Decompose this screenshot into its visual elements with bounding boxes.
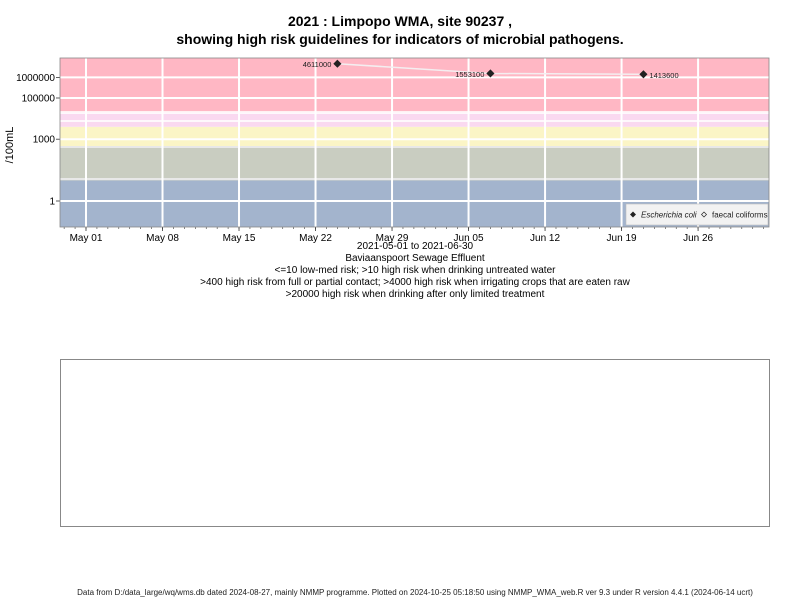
plot-border — [59, 57, 770, 228]
x-tick-label: May 15 — [223, 233, 256, 244]
band-separator — [60, 120, 769, 122]
guideline-note-3: >20000 high risk when drinking after onl… — [285, 289, 545, 300]
guideline-note-2: >400 high risk from full or partial cont… — [200, 277, 630, 288]
footer-note: Data from D:/data_large/wq/wms.db dated … — [77, 588, 753, 597]
risk-band-3 — [60, 112, 769, 127]
data-point — [333, 59, 342, 68]
band-separator — [60, 111, 769, 114]
x-tick-label: May 22 — [299, 233, 332, 244]
x-tick-label: Jun 19 — [607, 233, 637, 244]
x-tick-label: Jun 05 — [454, 233, 484, 244]
chart-title: 2021 : Limpopo WMA, site 90237 , — [287, 13, 513, 29]
legend-label: faecal coliforms — [712, 211, 768, 220]
risk-band-1 — [60, 147, 769, 181]
data-point — [486, 69, 495, 78]
y-tick-label: 1 — [49, 197, 55, 208]
site-name-text: Baviaanspoort Sewage Effluent — [345, 253, 485, 264]
band-separator — [60, 146, 769, 148]
x-tick-label: Jun 26 — [683, 233, 713, 244]
data-label: 1413600 — [649, 71, 678, 80]
x-tick-label: May 08 — [146, 233, 179, 244]
legend-marker — [630, 211, 636, 218]
band-separator — [60, 178, 769, 180]
y-axis-label: /100mL — [4, 127, 16, 164]
y-tick-label: 1000000 — [16, 73, 55, 84]
chart-subtitle: showing high risk guidelines for indicat… — [176, 31, 624, 47]
x-tick-label: May 01 — [70, 233, 103, 244]
data-label: 1553100 — [455, 70, 484, 79]
risk-band-4 — [60, 58, 769, 113]
empty-plot-panel — [60, 359, 770, 527]
legend-label: Escherichia coli — [641, 211, 697, 220]
y-tick-label: 1000 — [33, 135, 56, 146]
legend-box — [625, 203, 769, 226]
date-range-text: 2021-05-01 to 2021-06-30 — [356, 241, 474, 252]
x-tick-label: May 29 — [376, 233, 409, 244]
data-label: 4611000 — [303, 60, 332, 69]
guideline-note-1: <=10 low-med risk; >10 high risk when dr… — [274, 265, 556, 276]
data-point — [639, 70, 648, 79]
x-tick-label: Jun 12 — [530, 233, 560, 244]
y-tick-label: 100000 — [22, 94, 56, 105]
risk-band-2 — [60, 126, 769, 148]
legend-marker — [701, 211, 707, 218]
